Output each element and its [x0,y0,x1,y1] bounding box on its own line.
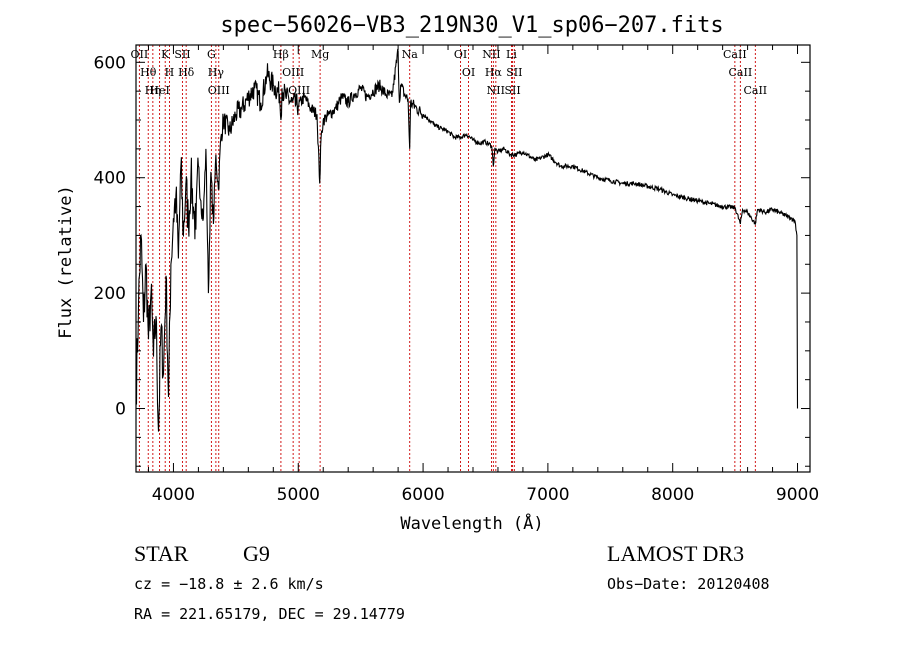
x-tick-label: 8000 [651,485,694,505]
line-marker-label: NII [487,84,505,97]
line-marker-label: OI [454,48,467,61]
x-axis-label: Wavelength (Å) [400,512,543,534]
line-marker-label: Hα [485,66,503,79]
line-marker-label: H [165,66,175,79]
y-tick-label: 0 [115,400,126,420]
line-marker-label: Mg [311,48,329,61]
coordinates: RA = 221.65179, DEC = 29.14779 [134,605,405,623]
line-marker-label: Li [506,48,517,61]
line-marker-label: Hβ [273,48,289,61]
object-subclass: G9 [243,541,270,566]
line-marker-label: SII [174,48,190,61]
line-marker-label: Hη [145,84,161,97]
object-class: STAR [134,541,189,566]
spectrum-line [135,48,799,432]
chart-title: spec−56026−VB3_219N30_V1_sp06−207.fits [220,13,723,38]
line-marker-label: CaII [723,48,747,61]
x-tick-label: 4000 [152,485,195,505]
x-tick-label: 7000 [526,485,569,505]
line-marker-label: OII [131,48,149,61]
line-marker-label: SII [506,66,522,79]
line-marker-label: SII [504,84,520,97]
x-tick-label: 6000 [401,485,444,505]
y-tick-label: 400 [94,169,126,189]
line-marker-label: Na [402,48,419,61]
x-tick-label: 9000 [776,485,819,505]
line-marker-label: NII [482,48,500,61]
line-marker-label: OIII [288,84,310,97]
line-marker-label: Hγ [208,66,225,79]
line-marker-label: Hθ [140,66,157,79]
line-marker-label: HeI [149,84,169,97]
line-marker-label: CaII [743,84,767,97]
line-marker-label: OI [462,66,475,79]
line-marker-label: OIII [208,84,230,97]
y-tick-label: 200 [94,284,126,304]
x-tick-label: 5000 [277,485,320,505]
redshift-cz: cz = −18.8 ± 2.6 km/s [134,575,324,593]
y-tick-label: 600 [94,53,126,73]
line-marker-label: OIII [282,66,304,79]
x-axis-ticks: 4000 5000 6000 7000 8000 9000 [147,45,819,505]
observation-date: Obs−Date: 20120408 [607,575,770,593]
line-markers [138,45,756,472]
line-marker-label: Hδ [178,66,195,79]
y-axis-ticks: 0 200 400 600 [94,53,810,467]
survey-name: LAMOST DR3 [607,541,744,566]
line-marker-label: K [161,48,170,61]
line-marker-label: CaII [729,66,753,79]
y-axis-label: Flux (relative) [56,185,76,339]
line-marker-label: G [207,48,216,61]
